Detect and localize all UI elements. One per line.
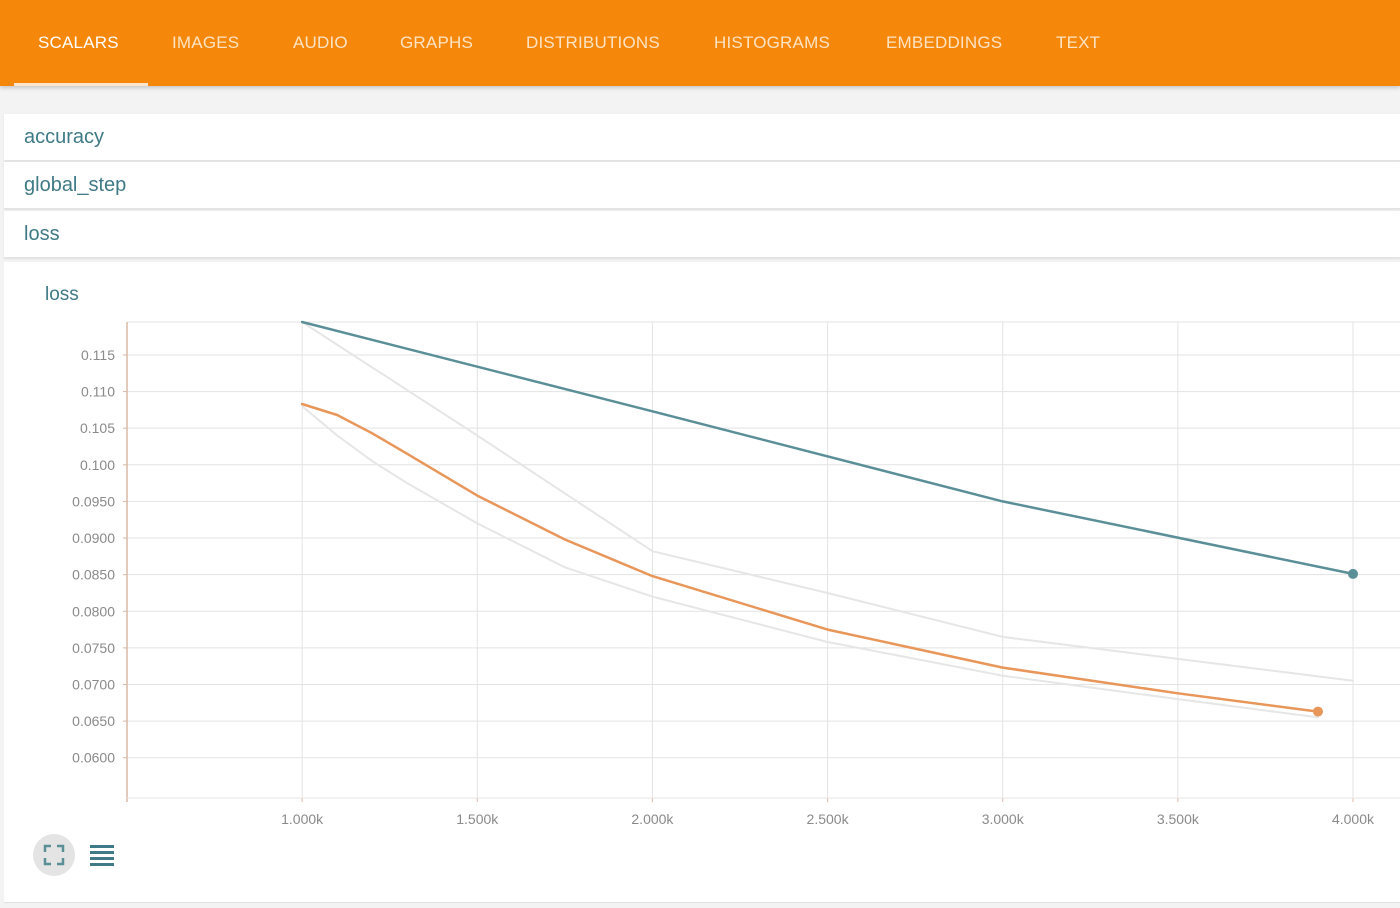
y-tick-label: 0.0800: [72, 603, 115, 619]
list-icon: [90, 845, 114, 866]
series-end-point: [1312, 706, 1323, 717]
y-tick-label: 0.0900: [72, 530, 115, 546]
x-tick-label: 3.500k: [1157, 811, 1200, 827]
x-tick-label: 4.000k: [1332, 811, 1375, 827]
tab-distributions[interactable]: DISTRIBUTIONS: [526, 33, 660, 52]
y-tick-label: 0.0600: [72, 750, 115, 766]
panel-header-label: loss: [24, 223, 60, 245]
tab-embeddings[interactable]: EMBEDDINGS: [886, 33, 1003, 52]
x-tick-label: 2.500k: [807, 811, 850, 827]
chart-tick-labels: 0.115 0.110 0.105 0.100 0.0950 0.0900 0.0850 0.…: [72, 347, 1375, 827]
fullscreen-icon: [43, 844, 65, 866]
raw-series-line: [301, 405, 1319, 719]
x-tick-label: 2.000k: [631, 811, 674, 827]
smoothed-series-line: [300, 320, 1355, 576]
raw-series-line: [301, 321, 1354, 682]
chart-card: [4, 262, 1400, 903]
y-tick-label: 0.105: [80, 420, 115, 436]
y-tick-label: 0.110: [81, 384, 115, 400]
y-tick-label: 0.0950: [72, 493, 115, 509]
chart-series: [300, 320, 1358, 719]
y-tick-label: 0.100: [80, 457, 115, 473]
y-tick-label: 0.0650: [72, 713, 115, 729]
tab-histograms[interactable]: HISTOGRAMS: [714, 33, 830, 52]
chart-axes: [123, 322, 1400, 802]
toggle-data-button[interactable]: [81, 834, 123, 876]
x-tick-label: 1.000k: [281, 811, 324, 827]
tab-audio[interactable]: AUDIO: [293, 33, 348, 52]
x-tick-label: 1.500k: [456, 811, 499, 827]
fullscreen-button[interactable]: [33, 834, 75, 876]
panel-header-accuracy[interactable]: accuracy: [4, 114, 1400, 161]
tab-images[interactable]: IMAGES: [172, 33, 240, 52]
y-tick-label: 0.115: [81, 347, 115, 363]
loss-chart[interactable]: 0.115 0.110 0.105 0.100 0.0950 0.0900 0.0850 0.…: [0, 262, 1400, 832]
tab-scalars[interactable]: SCALARS: [38, 33, 119, 52]
y-tick-label: 0.0700: [72, 676, 115, 692]
x-tick-label: 3.000k: [982, 811, 1025, 827]
active-tab-indicator: [14, 83, 148, 86]
panel-header-label: accuracy: [24, 126, 105, 148]
smoothed-series-line: [300, 402, 1320, 713]
chart-grid: [127, 321, 1400, 798]
top-nav-bar: SCALARS IMAGES AUDIO GRAPHS DISTRIBUTION…: [0, 0, 1400, 86]
series-end-point: [1348, 568, 1358, 579]
panel-header-global-step[interactable]: global_step: [4, 162, 1400, 209]
panel-header-label: global_step: [24, 174, 127, 196]
tab-text[interactable]: TEXT: [1056, 33, 1101, 52]
y-tick-label: 0.0750: [72, 640, 115, 656]
y-tick-label: 0.0850: [72, 567, 115, 583]
panel-header-loss[interactable]: loss: [4, 211, 1400, 258]
tab-graphs[interactable]: GRAPHS: [400, 33, 473, 52]
chart-title: loss: [45, 284, 79, 305]
